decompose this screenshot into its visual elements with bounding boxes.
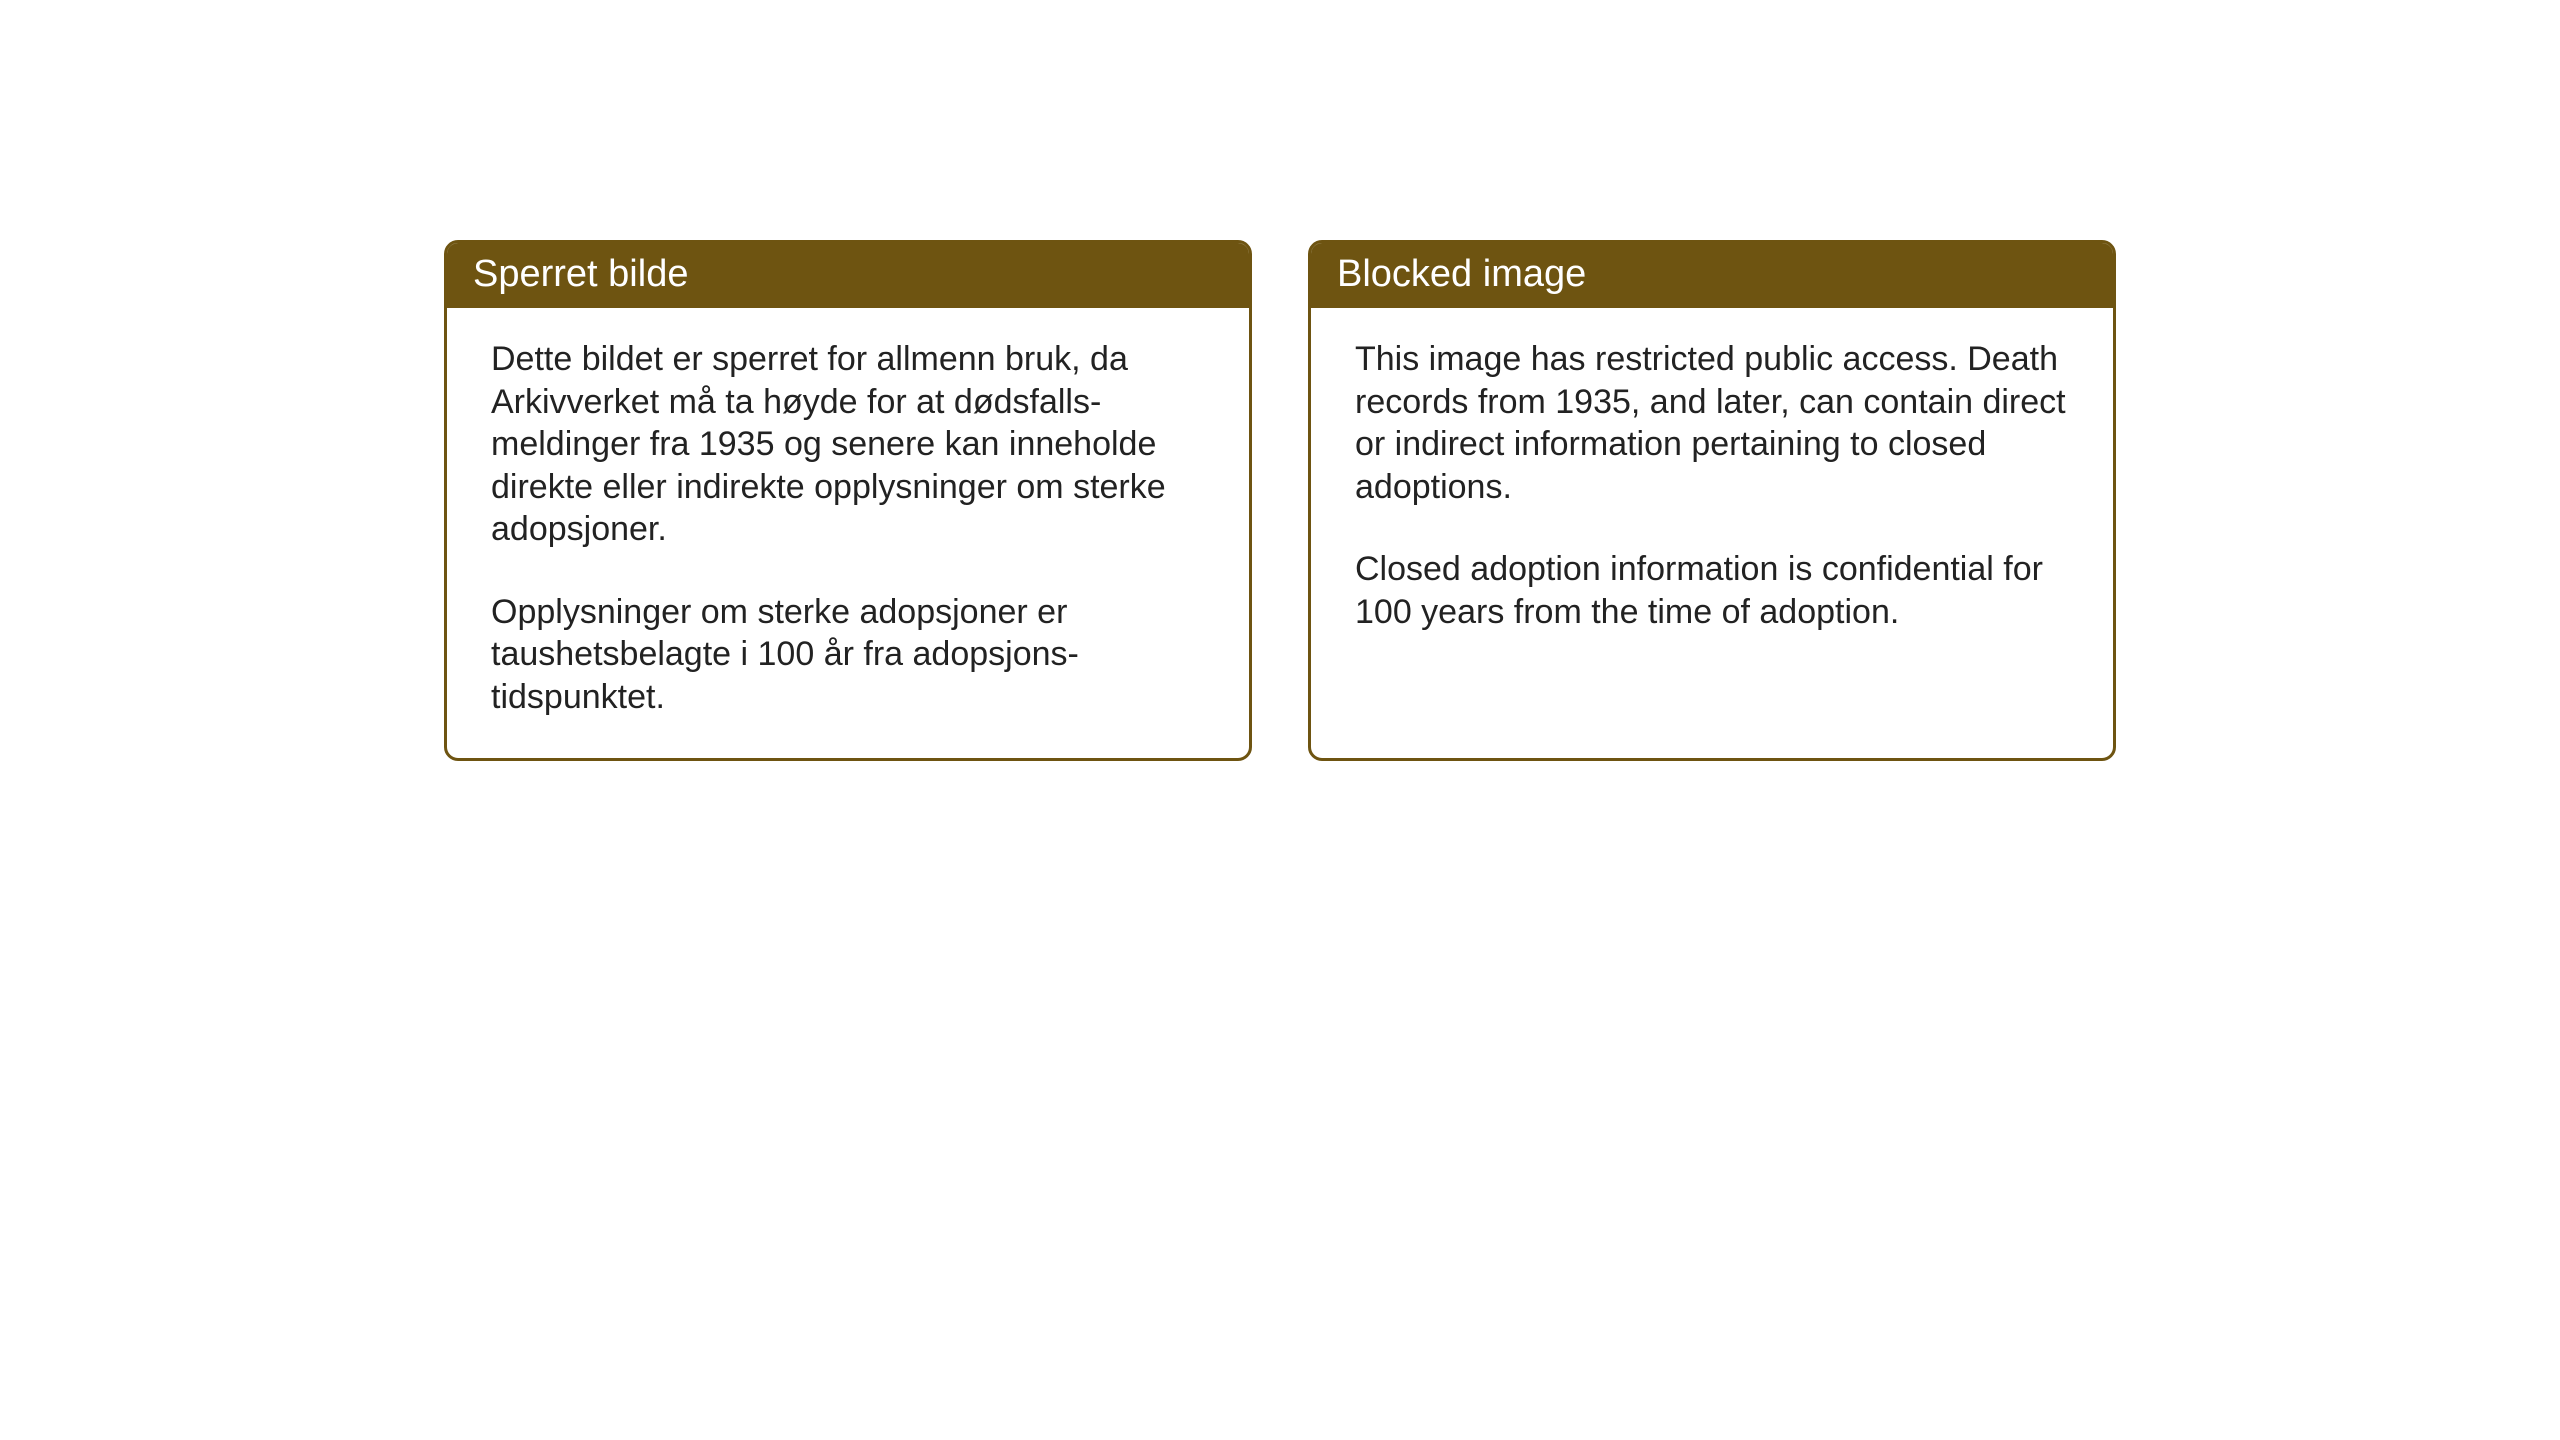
notice-body-english: This image has restricted public access.… [1311,308,2113,673]
notice-paragraph-2-english: Closed adoption information is confident… [1355,548,2069,633]
notice-header-norwegian: Sperret bilde [447,243,1249,308]
notice-box-english: Blocked image This image has restricted … [1308,240,2116,761]
notice-header-english: Blocked image [1311,243,2113,308]
notice-body-norwegian: Dette bildet er sperret for allmenn bruk… [447,308,1249,758]
notice-box-norwegian: Sperret bilde Dette bildet er sperret fo… [444,240,1252,761]
notice-paragraph-2-norwegian: Opplysninger om sterke adopsjoner er tau… [491,591,1205,719]
notice-paragraph-1-norwegian: Dette bildet er sperret for allmenn bruk… [491,338,1205,551]
notice-paragraph-1-english: This image has restricted public access.… [1355,338,2069,508]
notice-container: Sperret bilde Dette bildet er sperret fo… [0,0,2560,761]
